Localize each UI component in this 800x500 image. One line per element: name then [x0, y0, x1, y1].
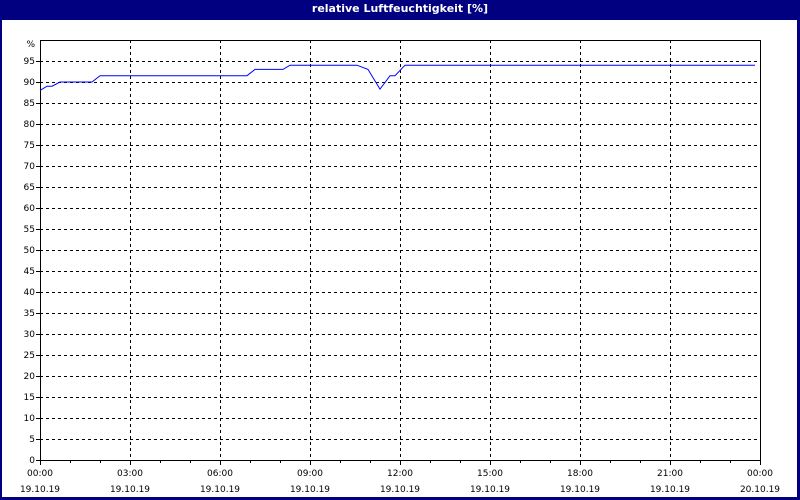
x-tick-time: 09:00	[297, 469, 323, 479]
y-tick-label: 5	[29, 435, 35, 445]
x-tick-date: 19.10.19	[20, 485, 60, 495]
x-tick-date: 19.10.19	[380, 485, 420, 495]
y-tick-label: 35	[24, 309, 35, 319]
y-tick-label: 20	[24, 372, 36, 382]
x-tick-time: 21:00	[657, 469, 683, 479]
y-tick-label: 55	[24, 225, 35, 235]
x-tick-time: 03:00	[117, 469, 143, 479]
y-tick-label: 75	[24, 141, 35, 151]
y-tick-label: 70	[24, 162, 36, 172]
y-tick-label: 10	[24, 414, 36, 424]
y-tick-label: 80	[24, 120, 36, 130]
y-tick-label: 90	[24, 78, 36, 88]
x-tick-time: 00:00	[27, 469, 53, 479]
x-tick-date: 19.10.19	[200, 485, 240, 495]
x-tick-date: 19.10.19	[290, 485, 330, 495]
x-tick-time: 12:00	[387, 469, 413, 479]
chart-panel	[2, 20, 797, 497]
x-tick-time: 15:00	[477, 469, 503, 479]
y-tick-label: 0	[29, 456, 35, 466]
y-tick-label: 65	[24, 183, 35, 193]
y-axis-label: %	[26, 40, 35, 50]
x-tick-date: 19.10.19	[110, 485, 150, 495]
x-tick-time: 00:00	[747, 469, 773, 479]
x-tick-date: 19.10.19	[650, 485, 690, 495]
x-tick-date: 20.10.19	[740, 485, 780, 495]
y-tick-label: 60	[24, 204, 36, 214]
y-tick-label: 40	[24, 288, 36, 298]
x-tick-time: 06:00	[207, 469, 233, 479]
y-tick-label: 30	[24, 330, 36, 340]
chart-title: relative Luftfeuchtigkeit [%]	[311, 2, 489, 15]
y-tick-label: 50	[24, 246, 36, 256]
y-tick-label: 25	[24, 351, 35, 361]
y-tick-label: 15	[24, 393, 35, 403]
humidity-series-line	[39, 64, 755, 91]
y-tick-label: 45	[24, 267, 35, 277]
x-tick-date: 19.10.19	[470, 485, 510, 495]
y-tick-label: 85	[24, 99, 35, 109]
x-tick-date: 19.10.19	[560, 485, 600, 495]
y-tick-label: 95	[24, 57, 35, 67]
x-tick-time: 18:00	[567, 469, 593, 479]
